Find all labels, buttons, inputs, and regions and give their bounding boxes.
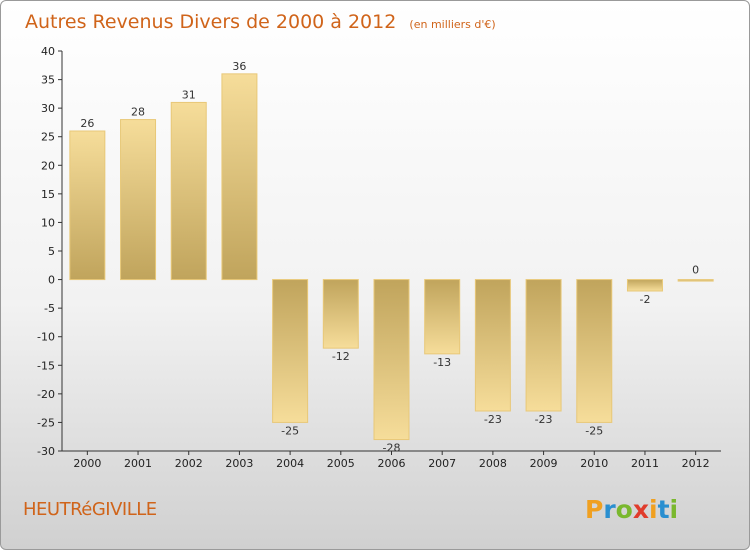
data-label: -25: [585, 424, 603, 437]
logo-letter: i: [670, 495, 679, 524]
y-tick-label: 20: [41, 159, 55, 172]
x-tick-label: 2000: [73, 457, 101, 470]
bar: [424, 279, 461, 355]
x-tick-label: 2010: [580, 457, 608, 470]
bar: [474, 279, 511, 412]
y-tick-label: 35: [41, 74, 55, 87]
bar: [221, 73, 258, 281]
bar: [373, 279, 410, 441]
bar: [120, 119, 157, 281]
x-tick-label: 2012: [682, 457, 710, 470]
y-tick-label: 30: [41, 102, 55, 115]
bars: [69, 73, 714, 441]
commune-name: HEUTRéGIVILLE: [23, 499, 157, 520]
y-tick-label: -20: [37, 388, 55, 401]
y-tick-label: -25: [37, 416, 55, 429]
data-label: 31: [182, 88, 196, 101]
logo-letter: P: [585, 495, 603, 524]
y-tick-label: 25: [41, 131, 55, 144]
chart-title-unit: (en milliers d'€): [409, 18, 495, 31]
x-tick-label: 2002: [175, 457, 203, 470]
y-tick-label: 40: [41, 45, 55, 58]
x-tick-label: 2009: [530, 457, 558, 470]
x-tick-label: 2011: [631, 457, 659, 470]
bar: [626, 279, 663, 292]
proxiti-logo: Proxiti: [585, 495, 678, 524]
x-tick-label: 2008: [479, 457, 507, 470]
y-tick-label: -10: [37, 331, 55, 344]
bar: [170, 101, 207, 281]
y-tick-label: 5: [48, 245, 55, 258]
data-label: 36: [232, 60, 246, 73]
data-label: -2: [639, 293, 650, 306]
data-label: -23: [484, 413, 502, 426]
y-tick-label: 0: [48, 274, 55, 287]
bar: [576, 279, 613, 423]
data-labels: 26 28 31 36 -25 -12 -28 -13 -23 -23 -25 -2 0: [80, 60, 699, 455]
logo-letter: x: [633, 495, 649, 524]
bar: [322, 279, 359, 349]
data-label: -13: [433, 356, 451, 369]
bar: [677, 279, 714, 282]
y-tick-label: -30: [37, 445, 55, 458]
logo-letter: t: [658, 495, 670, 524]
data-label: -25: [281, 424, 299, 437]
chart-title: Autres Revenus Divers de 2000 à 2012 (en…: [25, 11, 496, 33]
x-tick-label: 2003: [225, 457, 253, 470]
x-tick-label: 2006: [378, 457, 406, 470]
y-tick-label: -15: [37, 359, 55, 372]
data-label: -12: [332, 350, 350, 363]
chart-title-main: Autres Revenus Divers de 2000 à 2012: [25, 11, 396, 33]
bar: [69, 130, 106, 281]
logo-letter: i: [649, 495, 658, 524]
data-label: 26: [80, 117, 94, 130]
x-tick-label: 2001: [124, 457, 152, 470]
y-tick-label: 10: [41, 216, 55, 229]
data-label: 0: [692, 264, 699, 277]
logo-letter: o: [616, 495, 633, 524]
logo-letter: r: [603, 495, 616, 524]
data-label: -23: [535, 413, 553, 426]
y-tick-label: -5: [44, 302, 55, 315]
data-label: 28: [131, 106, 145, 119]
x-tick-label: 2004: [276, 457, 304, 470]
bar: [272, 279, 309, 423]
x-tick-label: 2005: [327, 457, 355, 470]
x-tick-label: 2007: [428, 457, 456, 470]
data-label: -28: [383, 442, 401, 455]
y-tick-label: 15: [41, 188, 55, 201]
bar: [525, 279, 562, 412]
